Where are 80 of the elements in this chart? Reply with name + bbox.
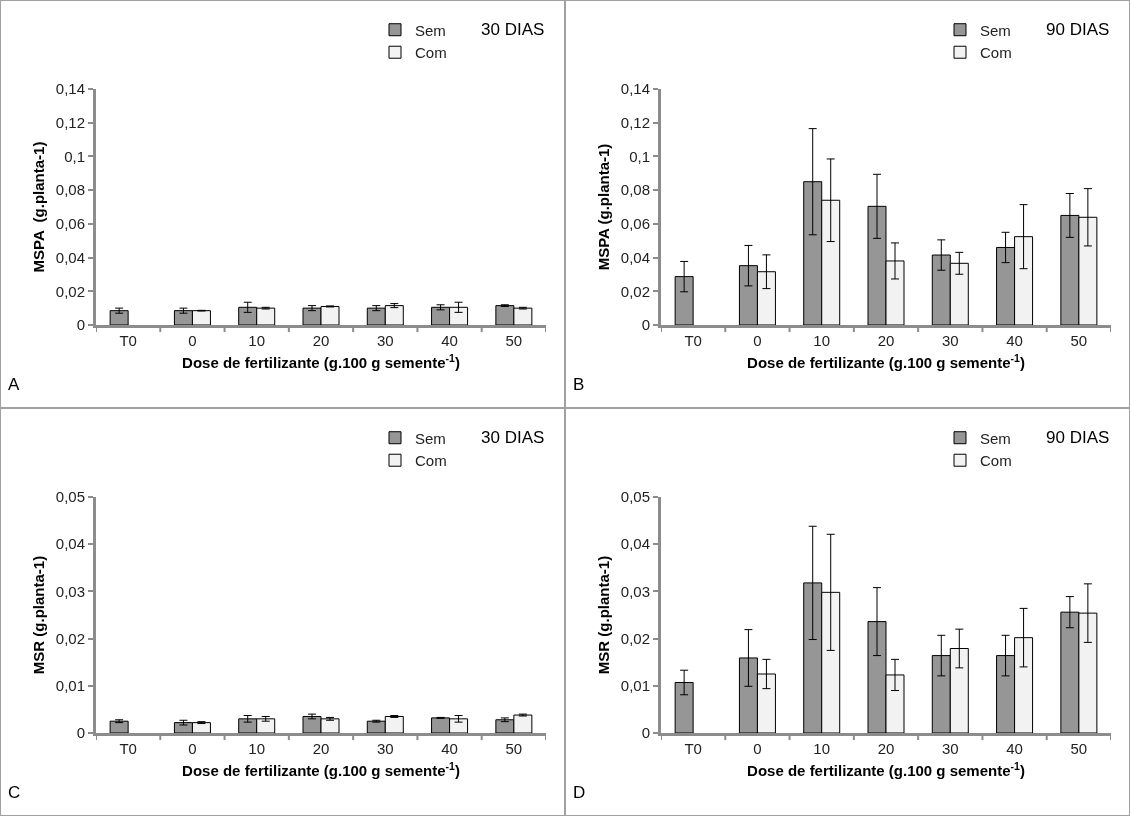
y-tick-label: 0,14	[620, 80, 650, 98]
y-tick-label: 0	[641, 316, 650, 334]
text: A	[8, 375, 20, 394]
y-tick-label: 0,1	[64, 147, 85, 165]
x-tick-label: T0	[684, 740, 702, 757]
legend-label: Com	[415, 44, 447, 62]
x-tick-label: 0	[188, 332, 197, 349]
x-tick-label: 50	[505, 332, 523, 349]
y-tick-label: 0	[76, 724, 85, 742]
y-tick-label: 0,12	[620, 113, 650, 131]
y-tick-label: 0,02	[620, 282, 650, 300]
y-tick-label: 0,04	[55, 535, 85, 553]
x-axis-title: Dose de fertilizante (g.100 g semente$^{-1}$)	[182, 351, 460, 371]
legend-label: Sem	[980, 21, 1011, 39]
y-tick-label: 0,04	[55, 248, 85, 266]
text: C	[8, 783, 21, 802]
x-tick-label: 20	[877, 332, 895, 349]
y-tick-label: 0,02	[55, 282, 85, 300]
y-tick-label: 0,03	[55, 582, 85, 600]
y-tick-label: 0,03	[620, 582, 650, 600]
x-tick-label: 0	[753, 740, 762, 757]
y-tick-label: 0,04	[620, 248, 650, 266]
y-axis-title: MSPA (g.planta-1)	[595, 143, 613, 271]
text: 90 DIAS	[1046, 20, 1110, 39]
x-axis-title: Dose de fertilizante (g.100 g semente$^{-1}$)	[747, 351, 1025, 371]
legend-label: Com	[980, 44, 1012, 62]
y-tick-label: 0,01	[620, 677, 650, 695]
x-tick-label: T0	[684, 332, 702, 349]
x-tick-label: T0	[119, 740, 137, 757]
y-tick-label: 0,05	[620, 488, 650, 506]
x-tick-label: 10	[248, 740, 266, 757]
text: 30 DIAS	[481, 428, 545, 447]
x-axis-title: Dose de fertilizante (g.100 g semente$^{-1}$)	[747, 759, 1025, 779]
y-axis-title: MSR (g.planta-1)	[595, 555, 613, 675]
x-tick-label: 10	[248, 332, 266, 349]
y-tick-label: 0,01	[55, 677, 85, 695]
x-tick-label: 30	[941, 740, 959, 757]
y-tick-label: 0,08	[55, 181, 85, 199]
x-tick-label: 10	[813, 740, 831, 757]
legend-label: Com	[980, 452, 1012, 470]
x-tick-label: 20	[877, 740, 895, 757]
x-tick-label: 20	[312, 332, 330, 349]
legend-label: Sem	[980, 429, 1011, 447]
legend-label: Com	[415, 452, 447, 470]
y-tick-label: 0,04	[620, 535, 650, 553]
x-tick-label: 30	[376, 740, 394, 757]
x-tick-label: T0	[119, 332, 137, 349]
x-tick-label: 0	[188, 740, 197, 757]
x-tick-label: 20	[312, 740, 330, 757]
x-tick-label: 40	[441, 740, 458, 757]
text: B	[573, 375, 585, 394]
text: 30 DIAS	[481, 20, 545, 39]
y-axis-title: MSR (g.planta-1)	[30, 555, 48, 675]
legend-label: Sem	[415, 429, 446, 447]
x-tick-label: 50	[1070, 332, 1088, 349]
y-tick-label: 0,14	[55, 80, 85, 98]
x-tick-label: 50	[505, 740, 523, 757]
y-tick-label: 0	[76, 316, 85, 334]
x-tick-label: 40	[1006, 332, 1023, 349]
x-tick-label: 40	[441, 332, 458, 349]
y-tick-label: 0,12	[55, 113, 85, 131]
x-axis-title: Dose de fertilizante (g.100 g semente$^{-1}$)	[182, 759, 460, 779]
x-tick-label: 0	[753, 332, 762, 349]
y-tick-label: 0	[641, 724, 650, 742]
legend-label: Sem	[415, 21, 446, 39]
x-tick-label: 10	[813, 332, 831, 349]
y-tick-label: 0,06	[620, 215, 650, 233]
x-tick-label: 30	[376, 332, 394, 349]
x-tick-label: 40	[1006, 740, 1023, 757]
y-tick-label: 0,1	[629, 147, 650, 165]
y-tick-label: 0,05	[55, 488, 85, 506]
text: 90 DIAS	[1046, 428, 1110, 447]
y-tick-label: 0,02	[55, 629, 85, 647]
y-tick-label: 0,08	[620, 181, 650, 199]
y-tick-label: 0,06	[55, 215, 85, 233]
x-tick-label: 50	[1070, 740, 1088, 757]
text: D	[573, 783, 586, 802]
y-axis-title: MSPA (g.planta-1)	[30, 141, 48, 273]
y-tick-label: 0,02	[620, 629, 650, 647]
x-tick-label: 30	[941, 332, 959, 349]
